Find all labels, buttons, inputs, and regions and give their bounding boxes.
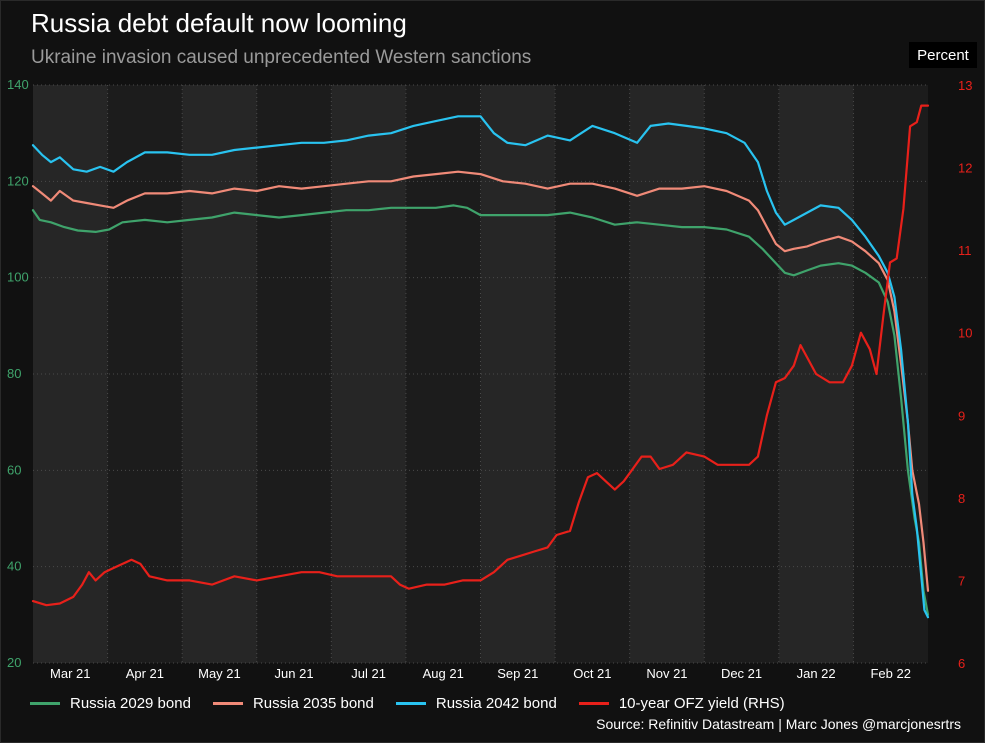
right-axis-tick-label: 13 xyxy=(958,78,972,93)
legend-swatch-2035 xyxy=(212,701,243,705)
right-axis-tick-label: 6 xyxy=(958,656,965,671)
month-band xyxy=(555,85,630,663)
left-axis-tick-label: 80 xyxy=(7,366,21,381)
legend-swatch-ofz xyxy=(578,701,609,705)
left-axis-tick-label: 60 xyxy=(7,462,21,477)
x-axis-tick-label: May 21 xyxy=(198,666,241,681)
month-band xyxy=(405,85,481,663)
month-band xyxy=(256,85,332,663)
month-band xyxy=(107,85,183,663)
legend-item-2042: Russia 2042 bond xyxy=(395,694,557,712)
x-axis-tick-label: Aug 21 xyxy=(423,666,464,681)
right-axis-tick-label: 11 xyxy=(958,243,972,258)
source-credit: Source: Refinitiv Datastream | Marc Jone… xyxy=(596,716,961,732)
left-axis-tick-label: 20 xyxy=(7,655,21,670)
left-axis-tick-label: 40 xyxy=(7,559,21,574)
x-axis-tick-label: Mar 21 xyxy=(50,666,90,681)
chart-legend: Russia 2029 bond Russia 2035 bond Russia… xyxy=(30,692,807,714)
legend-label-ofz: 10-year OFZ yield (RHS) xyxy=(618,694,785,712)
legend-item-2029: Russia 2029 bond xyxy=(30,695,191,712)
x-axis-tick-label: Dec 21 xyxy=(721,666,762,681)
legend-item-ofz: 10-year OFZ yield (RHS) xyxy=(578,694,785,712)
left-axis-tick-label: 140 xyxy=(7,77,29,92)
legend-label-2035: Russia 2035 bond xyxy=(252,694,374,712)
x-axis-tick-label: Oct 21 xyxy=(573,666,611,681)
x-axis-tick-label: Nov 21 xyxy=(646,666,687,681)
right-axis-tick-label: 8 xyxy=(958,491,965,506)
right-axis-tick-label: 7 xyxy=(958,573,965,588)
x-axis-tick-label: Jul 21 xyxy=(351,666,386,681)
x-axis-tick-label: Apr 21 xyxy=(126,666,164,681)
x-axis-tick-label: Jan 22 xyxy=(797,666,836,681)
legend-swatch-2042 xyxy=(395,701,426,705)
left-axis-tick-label: 100 xyxy=(7,270,29,285)
legend-label-2029: Russia 2029 bond xyxy=(70,694,191,712)
legend-label-2042: Russia 2042 bond xyxy=(435,694,557,712)
series-line-2042-bond xyxy=(31,115,930,619)
right-axis-tick-label: 9 xyxy=(958,408,965,423)
right-axis-tick-label: 12 xyxy=(958,161,972,176)
legend-swatch-2029 xyxy=(30,701,60,705)
x-axis-tick-label: Jun 21 xyxy=(275,666,314,681)
right-axis-units-label: Percent xyxy=(909,42,977,68)
x-axis-tick-label: Sep 21 xyxy=(497,666,538,681)
series-line-2035-bond xyxy=(31,170,930,592)
series-line-ofz-yield xyxy=(31,104,930,607)
chart-subtitle: Ukraine invasion caused unprecedented We… xyxy=(31,47,532,68)
legend-item-2035: Russia 2035 bond xyxy=(212,694,374,712)
left-axis-tick-label: 120 xyxy=(7,173,29,188)
x-axis-tick-label: Feb 22 xyxy=(870,666,910,681)
right-axis-tick-label: 10 xyxy=(958,326,972,341)
month-band xyxy=(853,85,928,663)
series-line-2029-bond xyxy=(31,204,930,616)
line-chart: 20 40 60 80 100 120 140 6 7 8 9 10 11 12 13 Mar 21 Apr 2… xyxy=(7,77,972,681)
chart-title: Russia debt default now looming xyxy=(31,8,407,38)
